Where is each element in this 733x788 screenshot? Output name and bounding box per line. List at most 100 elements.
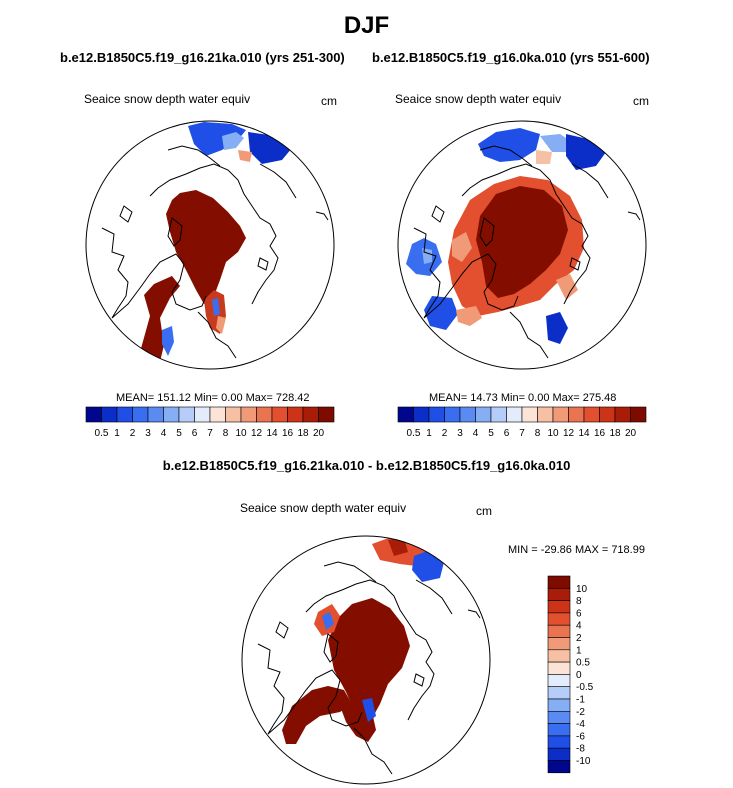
diff-colorbar-tick-label: -1 xyxy=(576,695,585,706)
right-colorbar-tick-label: 20 xyxy=(625,428,637,439)
right-colorbar-tick-label: 5 xyxy=(488,428,494,439)
left-colorbar-swatch-9 xyxy=(225,406,242,423)
right-colorbar-swatch-2 xyxy=(428,406,445,423)
right-colorbar-tick-label: 7 xyxy=(519,428,525,439)
diff-colorbar-tick-label: -10 xyxy=(576,756,591,767)
diff-units-label: cm xyxy=(476,504,492,518)
diff-colorbar-swatch-1 xyxy=(547,587,571,601)
diff-colorbar-tick-label: -2 xyxy=(576,707,585,718)
right-atlantic-salmon-field xyxy=(456,306,482,326)
left-arctic-snow-field xyxy=(166,190,246,304)
right-colorbar-swatch-8 xyxy=(521,406,538,423)
diff-colorbar-swatch-7 xyxy=(547,661,571,675)
left-colorbar-swatch-5 xyxy=(163,406,180,423)
diff-map xyxy=(241,535,491,785)
left-coastlines xyxy=(101,145,297,359)
right-arctic-core-field xyxy=(476,186,568,298)
right-colorbar-swatch-6 xyxy=(490,406,507,423)
right-colorbar-tick-label: 0.5 xyxy=(407,428,421,439)
right-units-label: cm xyxy=(633,94,649,108)
left-colorbar-tick-label: 3 xyxy=(145,428,151,439)
left-hudson-blue-field xyxy=(162,326,174,356)
left-northatlantic-snow-field xyxy=(140,276,180,369)
right-colorbar-swatch-1 xyxy=(413,406,430,423)
diff-colorbar-swatch-9 xyxy=(547,686,571,700)
left-variable-label: Seaice snow depth water equiv xyxy=(84,92,251,106)
diff-colorbar-swatch-8 xyxy=(547,674,571,688)
left-colorbar-swatch-13 xyxy=(287,406,304,423)
diff-map-boundary xyxy=(241,535,491,785)
left-colorbar-tick-label: 18 xyxy=(297,428,309,439)
diff-colorbar-swatch-3 xyxy=(547,612,571,626)
diff-colorbar-swatch-0 xyxy=(547,575,571,589)
left-colorbar-tick-label: 2 xyxy=(130,428,136,439)
left-pacific-blue-field xyxy=(188,122,246,156)
left-colorbar-tick-label: 12 xyxy=(251,428,263,439)
right-colorbar-swatch-11 xyxy=(568,406,585,423)
right-colorbar-swatch-9 xyxy=(537,406,554,423)
right-pacific-darkblue-field xyxy=(566,134,606,170)
left-units-label: cm xyxy=(321,94,337,108)
left-colorbar-tick-label: 0.5 xyxy=(95,428,109,439)
right-colorbar-swatch-13 xyxy=(599,406,616,423)
diff-colorbar-swatch-6 xyxy=(547,649,571,663)
left-colorbar-swatch-2 xyxy=(116,406,133,423)
left-strait-salmon-field xyxy=(216,316,226,334)
diff-colorbar-swatch-4 xyxy=(547,624,571,638)
right-map xyxy=(397,120,647,370)
diff-colorbar-tick-label: -6 xyxy=(576,731,585,742)
right-colorbar-tick-label: 18 xyxy=(609,428,621,439)
left-colorbar-tick-label: 1 xyxy=(114,428,120,439)
left-colorbar-tick-label: 8 xyxy=(223,428,229,439)
diff-colorbar-swatch-2 xyxy=(547,600,571,614)
right-colorbar-tick-label: 2 xyxy=(442,428,448,439)
diff-stats: MIN = -29.86 MAX = 718.99 xyxy=(508,544,645,556)
left-colorbar-swatch-11 xyxy=(256,406,273,423)
diff-colorbar-swatch-13 xyxy=(547,735,571,749)
diff-colorbar-tick-label: -4 xyxy=(576,719,585,730)
left-colorbar-tick-label: 16 xyxy=(282,428,294,439)
left-colorbar-tick-label: 20 xyxy=(313,428,325,439)
right-colorbar-tick-label: 10 xyxy=(547,428,559,439)
right-colorbar-tick-label: 14 xyxy=(578,428,590,439)
right-salmon-patch xyxy=(452,232,472,262)
left-colorbar-swatch-0 xyxy=(85,406,102,423)
diff-colorbar-tick-label: 10 xyxy=(576,584,588,595)
right-colorbar-tick-label: 1 xyxy=(426,428,432,439)
diff-strait-blue-field xyxy=(362,698,376,722)
right-colorbar-tick-label: 8 xyxy=(535,428,541,439)
right-colorbar: 0.5 1 2 3 4 5 6 7 8 10 12 14 16 18 20 xyxy=(397,406,647,439)
left-colorbar-swatch-6 xyxy=(178,406,195,423)
diff-coastlines xyxy=(257,561,453,775)
left-map xyxy=(85,120,335,370)
left-colorbar-swatch-14 xyxy=(302,406,319,423)
left-colorbar-swatch-4 xyxy=(147,406,164,423)
diff-colorbar-tick-label: -8 xyxy=(576,744,585,755)
diff-canadian-blue-field xyxy=(322,612,334,630)
left-colorbar-swatch-15 xyxy=(318,406,335,423)
left-colorbar-swatch-7 xyxy=(194,406,211,423)
diff-variable-label: Seaice snow depth water equiv xyxy=(240,501,407,515)
left-colorbar-tick-label: 5 xyxy=(176,428,182,439)
diff-colorbar-tick-label: 2 xyxy=(576,633,582,644)
left-colorbar-tick-label: 6 xyxy=(192,428,198,439)
right-colorbar-tick-label: 6 xyxy=(504,428,510,439)
left-colorbar-tick-label: 14 xyxy=(266,428,278,439)
left-colorbar-swatch-3 xyxy=(132,406,149,423)
right-colorbar-swatch-14 xyxy=(614,406,631,423)
figure-title: DJF xyxy=(343,12,390,39)
diff-colorbar-tick-label: 6 xyxy=(576,608,582,619)
right-variable-label: Seaice snow depth water equiv xyxy=(395,92,562,106)
left-colorbar-tick-label: 10 xyxy=(235,428,247,439)
diff-colorbar-tick-label: 1 xyxy=(576,645,582,656)
right-colorbar-tick-label: 3 xyxy=(457,428,463,439)
diff-arctic-snow-field xyxy=(328,598,410,722)
right-salmon-patch-2 xyxy=(556,274,578,300)
right-scandinavia-blue-field xyxy=(546,312,568,344)
left-pacific-lightblue-field xyxy=(222,132,244,150)
left-colorbar-swatch-12 xyxy=(271,406,288,423)
right-colorbar-swatch-7 xyxy=(506,406,523,423)
left-colorbar-tick-label: 7 xyxy=(207,428,213,439)
diff-colorbar-swatch-11 xyxy=(547,710,571,724)
